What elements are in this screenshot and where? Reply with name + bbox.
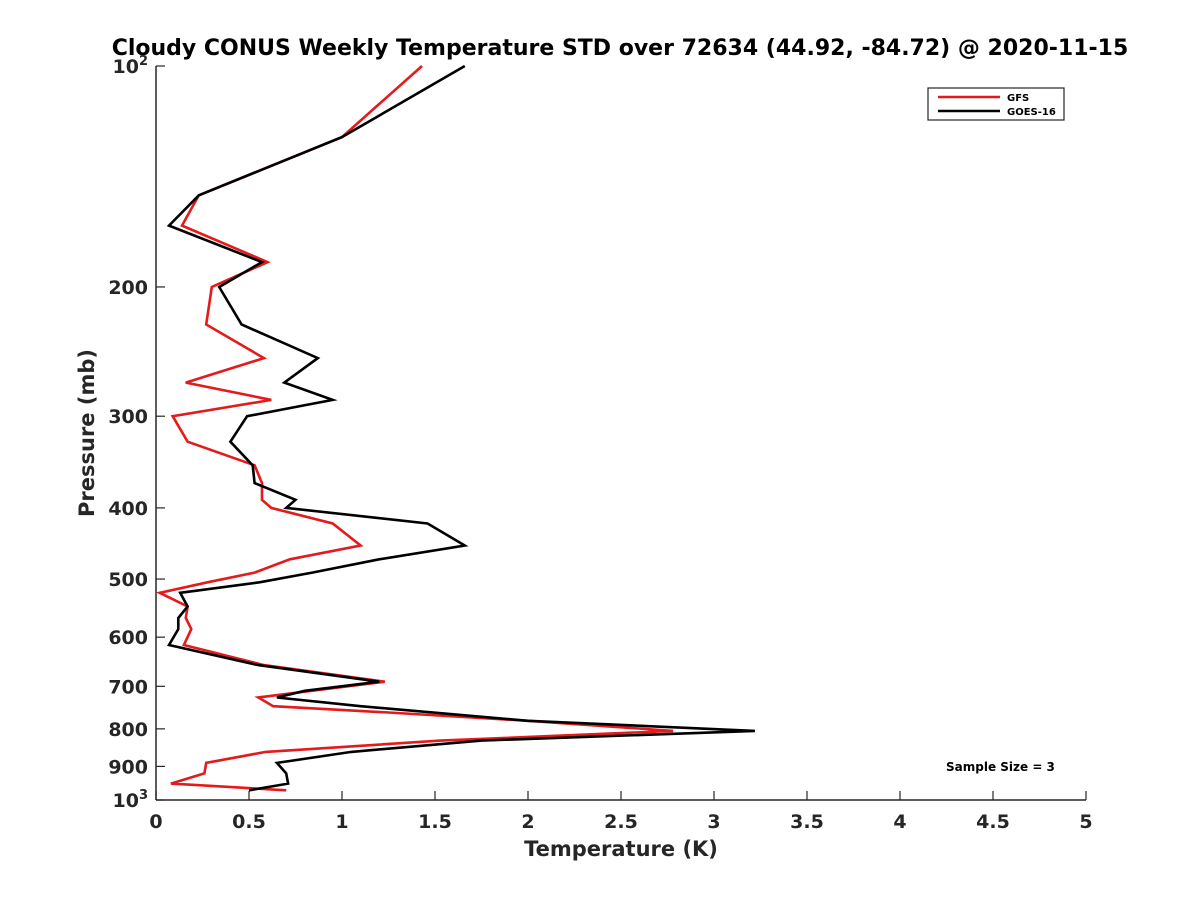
x-axis-ticks: 0 0.5 1 1.5 2 2.5 3 3.5 4 4.5 5 (149, 791, 1093, 833)
y-tick-label: 200 (108, 277, 148, 299)
x-axis-label: Temperature (K) (524, 837, 718, 861)
series-lines (155, 64, 755, 792)
x-tick-label: 0.5 (232, 811, 266, 833)
x-tick-label: 1.5 (418, 811, 452, 833)
x-tick-label: 0 (149, 811, 162, 833)
x-tick-label: 1 (335, 811, 348, 833)
legend-box (927, 87, 1065, 121)
x-tick-label: 5 (1079, 811, 1092, 833)
x-tick-label: 2 (521, 811, 534, 833)
legend-label-gfs: GFS (1007, 93, 1029, 104)
y-tick-label: 700 (108, 676, 148, 698)
legend-label-goes16: GOES-16 (1007, 107, 1056, 118)
y-axis-label: Pressure (mb) (75, 349, 99, 517)
sample-size-annotation: Sample Size = 3 (946, 760, 1055, 774)
series-line-goes16 (166, 64, 755, 792)
x-tick-label: 3.5 (790, 811, 824, 833)
plot-area (155, 66, 1086, 801)
y-tick-label: 900 (108, 756, 148, 778)
series-line-gfs (155, 65, 674, 792)
y-tick-label: 600 (108, 627, 148, 649)
chart-title: Cloudy CONUS Weekly Temperature STD over… (112, 36, 1129, 61)
y-tick-label: 300 (108, 406, 148, 428)
y-axis-ticks: 102 200 300 400 500 600 700 800 900 103 (108, 54, 165, 812)
x-tick-label: 2.5 (604, 811, 638, 833)
y-tick-label: 800 (108, 719, 148, 741)
x-tick-label: 4.5 (976, 811, 1010, 833)
y-tick-label: 500 (108, 569, 148, 591)
legend: GFS GOES-16 (927, 87, 1065, 121)
y-tick-label: 103 (113, 788, 149, 812)
x-tick-label: 4 (893, 811, 906, 833)
y-tick-label: 400 (108, 498, 148, 520)
y-tick-label: 102 (113, 54, 149, 78)
x-tick-label: 3 (707, 811, 720, 833)
